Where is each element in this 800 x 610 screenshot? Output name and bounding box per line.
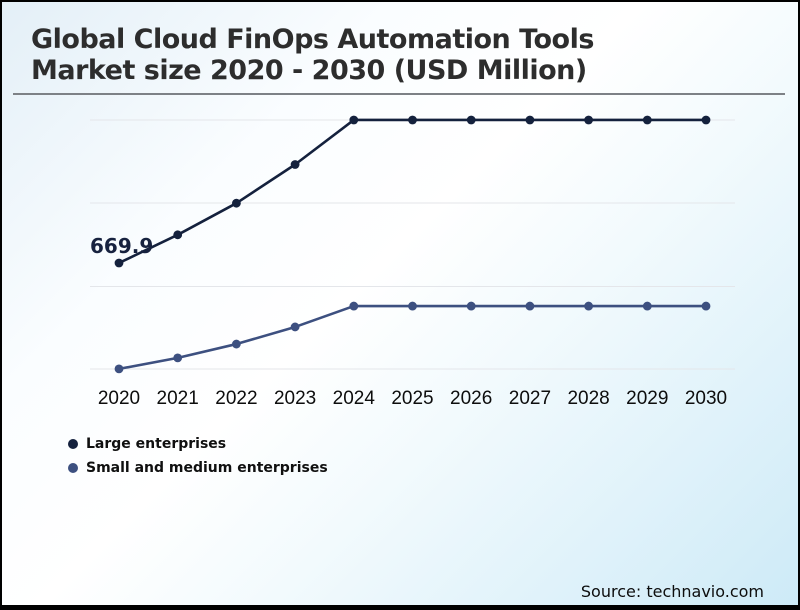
data-point [584,115,593,125]
legend-marker-icon [68,438,78,449]
x-axis-tick-label: 2023 [274,388,316,409]
data-point [114,364,124,374]
source-attribution: Source: technavio.com [580,582,764,601]
data-point [349,115,359,125]
data-point [173,353,183,363]
legend-label: Large enterprises [86,435,227,452]
series-line [118,118,706,265]
legend-label: Small and medium enterprises [86,459,328,476]
x-axis-tick-label: 2030 [685,388,727,409]
data-point [584,301,593,311]
data-point [642,301,652,311]
data-point [290,160,300,169]
x-axis-tick-label: 2025 [391,388,433,409]
x-axis-tick-label: 2021 [157,388,199,409]
series-line [118,304,706,371]
data-point [408,301,417,311]
x-axis-tick-label: 2022 [215,388,257,409]
x-axis-tick-label: 2027 [509,388,551,409]
data-point [173,230,183,240]
data-point [466,301,476,311]
data-point [232,198,241,208]
legend-item-large-enterprises: Large enterprises [68,434,328,453]
data-point [349,301,359,311]
x-axis-tick-label: 2026 [450,388,492,409]
data-point [525,115,535,125]
data-point [642,115,652,125]
x-axis-tick-label: 2020 [98,388,140,409]
point-value-label: 669.9 [90,234,153,258]
x-axis-tick-label: 2029 [626,388,668,409]
x-axis-tick-label: 2024 [333,388,376,409]
chart-title: Global Cloud FinOps Automation Tools Mar… [31,24,594,86]
data-point [290,322,300,332]
data-point [466,115,476,125]
data-point [701,301,711,311]
legend-marker-icon [68,462,78,473]
data-point [114,258,124,268]
title-divider [13,93,785,95]
legend-item-small-medium-enterprises: Small and medium enterprises [68,458,328,477]
data-point [232,339,241,349]
data-point [525,301,535,311]
x-axis-tick-label: 2028 [567,388,609,409]
data-point [701,115,711,125]
data-point [408,115,417,125]
chart-legend: Large enterprises Small and medium enter… [68,434,328,477]
